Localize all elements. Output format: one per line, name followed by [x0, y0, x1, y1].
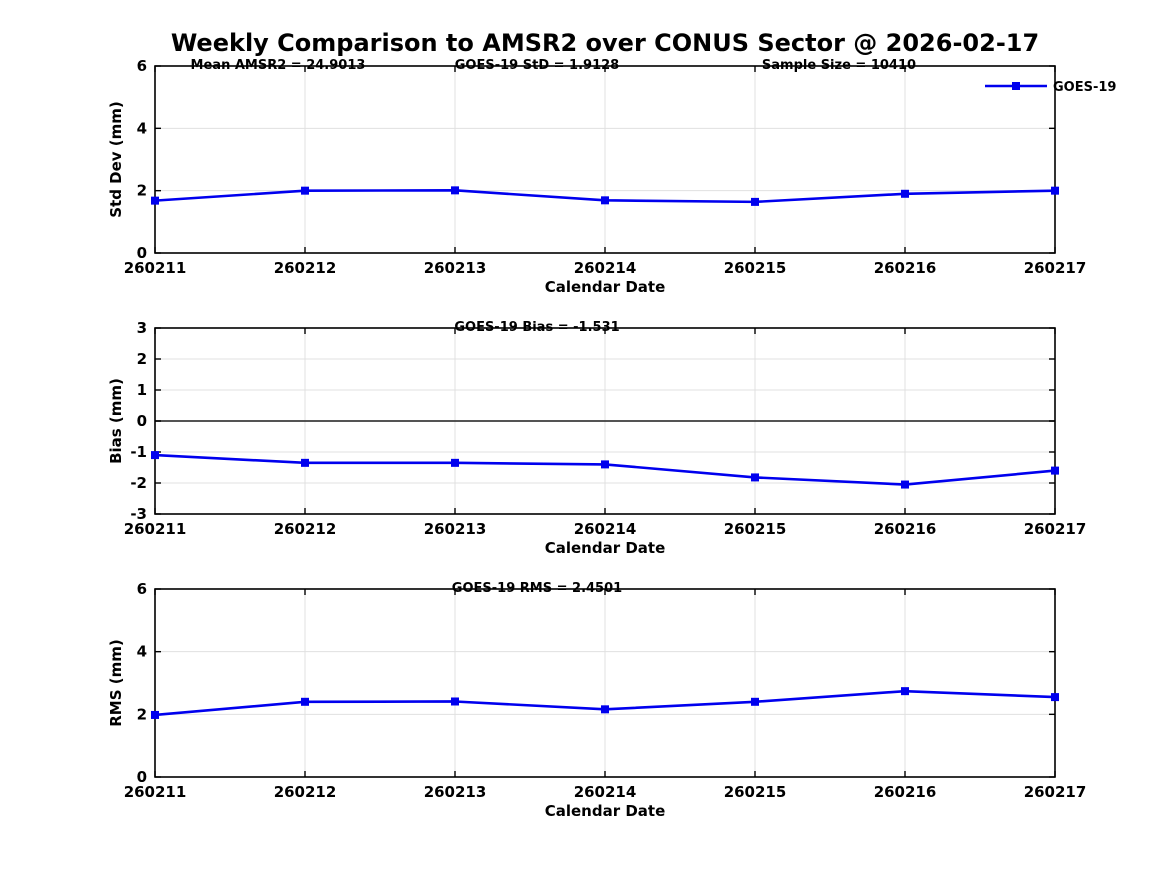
y-tick-label: 3 — [137, 319, 147, 337]
x-axis-label: Calendar Date — [545, 802, 666, 820]
x-axis-label: Calendar Date — [545, 278, 666, 296]
panel-std-dev: 260211 260212 260213 260214 260215 260216 2602… — [107, 57, 1116, 296]
data-point-marker — [451, 186, 459, 195]
y-axis-label: Std Dev (mm) — [107, 101, 125, 218]
data-point-marker — [601, 196, 609, 205]
y-tick-label: 2 — [137, 350, 147, 368]
x-tick-label: 260213 — [424, 259, 487, 277]
data-point-marker — [901, 480, 909, 489]
y-tick-label: 2 — [137, 182, 147, 200]
x-tick-label: 260216 — [874, 783, 937, 801]
x-tick-label: 260212 — [274, 783, 337, 801]
x-tick-label: 260217 — [1024, 520, 1087, 538]
y-tick-label: -1 — [130, 443, 147, 461]
x-tick-label: 260212 — [274, 259, 337, 277]
annotation: GOES-19 RMS = 2.4501 — [452, 581, 622, 596]
annotation: Sample Size = 10410 — [762, 58, 916, 73]
legend-label: GOES-19 — [1053, 80, 1116, 95]
data-point-marker — [451, 697, 459, 706]
y-tick-label: 6 — [137, 580, 147, 598]
data-point-marker — [901, 189, 909, 198]
x-tick-label: 260217 — [1024, 259, 1087, 277]
y-tick-label: 6 — [137, 57, 147, 75]
x-tick-label: 260215 — [724, 783, 787, 801]
y-tick-label: 1 — [137, 381, 147, 399]
grid — [154, 65, 1056, 254]
data-point-marker — [751, 697, 759, 706]
x-tick-label: 260213 — [424, 520, 487, 538]
y-tick-label: 0 — [137, 244, 147, 262]
data-point-marker — [751, 473, 759, 482]
annotation: GOES-19 StD = 1.9128 — [455, 58, 619, 73]
chart-title: Weekly Comparison to AMSR2 over CONUS Se… — [171, 29, 1039, 57]
data-point-marker — [151, 451, 159, 460]
y-tick-label: 2 — [137, 705, 147, 723]
x-tick-label: 260213 — [424, 783, 487, 801]
y-tick-label: -3 — [130, 505, 147, 523]
x-tick-label: 260217 — [1024, 783, 1087, 801]
legend: GOES-19 — [985, 80, 1116, 95]
tick-marks — [154, 327, 1056, 515]
x-axis-label: Calendar Date — [545, 539, 666, 557]
x-tick-label: 260214 — [574, 520, 637, 538]
x-tick-label: 260215 — [724, 520, 787, 538]
legend-marker-icon — [1012, 82, 1020, 90]
y-axis-label: Bias (mm) — [107, 378, 125, 464]
tick-marks — [154, 65, 1056, 254]
y-tick-label: 4 — [137, 119, 147, 137]
panel-bias: 260211 260212 260213 260214 260215 260216 2602… — [107, 319, 1086, 557]
data-point-marker — [301, 186, 309, 195]
grid — [154, 588, 1056, 778]
chart-panels: 260211 260212 260213 260214 260215 260216 2602… — [107, 57, 1116, 820]
data-point-marker — [1051, 466, 1059, 475]
x-tick-label: 260214 — [574, 783, 637, 801]
data-point-marker — [151, 710, 159, 719]
y-tick-label: -2 — [130, 474, 147, 492]
data-point-marker — [1051, 693, 1059, 702]
x-tick-label: 260212 — [274, 520, 337, 538]
y-tick-label: 0 — [137, 768, 147, 786]
x-tick-label: 260211 — [124, 259, 187, 277]
y-tick-label: 0 — [137, 412, 147, 430]
data-point-marker — [601, 705, 609, 714]
data-point-marker — [751, 197, 759, 206]
x-tick-label: 260211 — [124, 520, 187, 538]
x-tick-label: 260211 — [124, 783, 187, 801]
data-point-marker — [901, 687, 909, 696]
panel-rms: 260211 260212 260213 260214 260215 260216 2602… — [107, 580, 1086, 820]
data-point-marker — [451, 458, 459, 467]
x-tick-label: 260215 — [724, 259, 787, 277]
y-axis-label: RMS (mm) — [107, 639, 125, 726]
y-tick-label: 4 — [137, 643, 147, 661]
x-tick-label: 260214 — [574, 259, 637, 277]
data-point-marker — [301, 458, 309, 467]
data-point-marker — [601, 460, 609, 469]
data-point-marker — [151, 196, 159, 205]
data-point-marker — [301, 697, 309, 706]
x-tick-label: 260216 — [874, 259, 937, 277]
data-point-marker — [1051, 186, 1059, 195]
x-tick-label: 260216 — [874, 520, 937, 538]
annotation: GOES-19 Bias = -1.531 — [454, 320, 619, 335]
annotation: Mean AMSR2 = 24.9013 — [191, 58, 366, 73]
